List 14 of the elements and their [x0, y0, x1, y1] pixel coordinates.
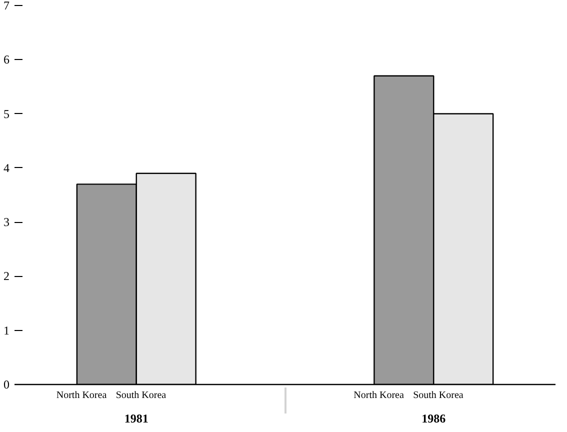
- series-label: South Korea: [116, 390, 167, 401]
- y-tick-label: 1: [4, 323, 10, 338]
- y-tick-label: 4: [4, 160, 10, 175]
- x-tick-label: 1981: [124, 412, 148, 426]
- y-tick-label: 3: [4, 215, 10, 230]
- text: South Korea: [413, 390, 464, 401]
- y-tick-label: 2: [4, 269, 10, 284]
- series-label: North Korea: [56, 390, 108, 401]
- y-tick-label: 0: [4, 378, 10, 392]
- y-tick-label: 5: [4, 106, 10, 121]
- x-tick-label: 1986: [422, 412, 446, 426]
- y-tick-label: 6: [4, 52, 10, 67]
- text: North Korea: [354, 390, 404, 401]
- y-tick-label: 7: [4, 0, 10, 12]
